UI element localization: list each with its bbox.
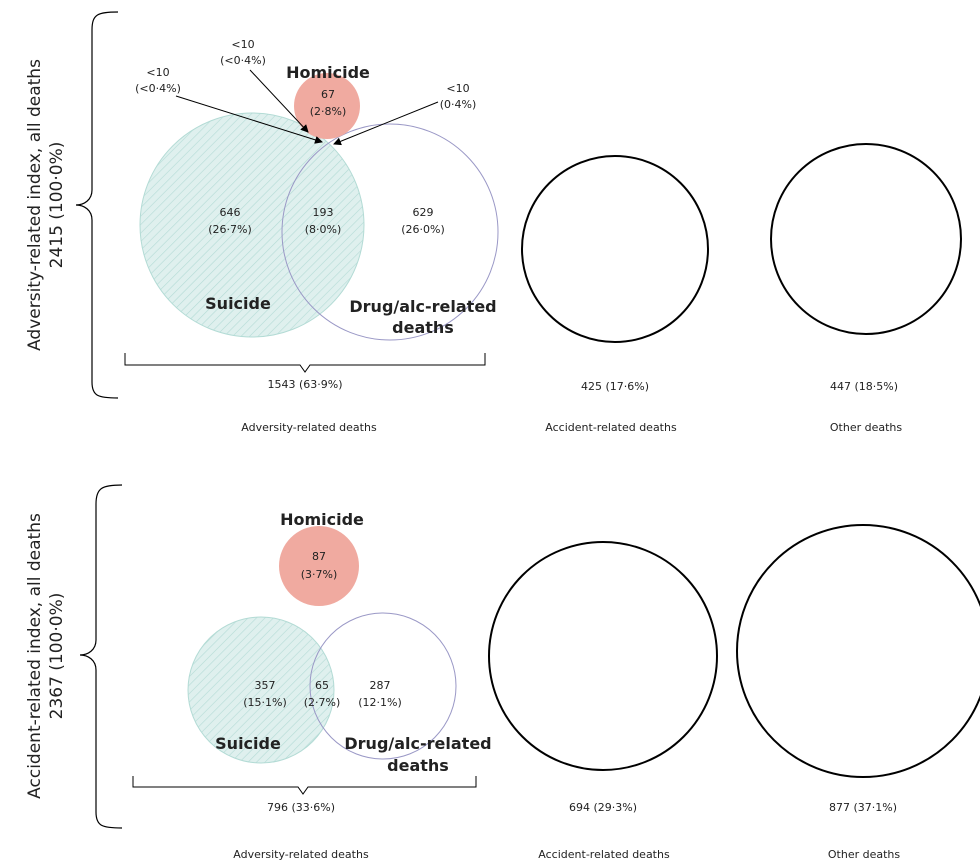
panel1-other-total: 447 (18·5%) — [830, 380, 898, 393]
panel2-drug-circle — [309, 612, 457, 760]
panel1-bottom-brace — [124, 353, 486, 373]
panel2-side-label-line1: Accident-related index, all deaths — [25, 513, 45, 799]
panel2-side-brace — [79, 484, 123, 829]
panel2-suicide-value: 357 — [255, 679, 276, 692]
panel-adversity-index: Adversity-related index, all deaths 2415… — [25, 11, 962, 434]
panel2-side-label-line2: 2367 (100·0%) — [47, 593, 67, 720]
panel2-homicide-pct: (3·7%) — [301, 568, 338, 581]
panel1-drug-title-line2: deaths — [392, 318, 454, 337]
panel1-drug-value: 629 — [413, 206, 434, 219]
panel2-suicide-title: Suicide — [215, 734, 281, 753]
panel1-adversity-total: 1543 (63·9%) — [267, 378, 342, 391]
panel1-overlap-value: 193 — [313, 206, 334, 219]
panel2-drug-title-line1: Drug/alc-related — [344, 734, 491, 753]
panel1-small-top-value: <10 — [231, 38, 254, 51]
panel2-accident-total: 694 (29·3%) — [569, 801, 637, 814]
panel1-small-right-pct: (0·4%) — [440, 98, 477, 111]
panel2-homicide-title: Homicide — [280, 510, 364, 529]
panel2-homicide-circle — [279, 526, 359, 606]
panel1-suicide-title: Suicide — [205, 294, 271, 313]
panel1-other-circle — [770, 143, 962, 335]
panel1-adversity-caption: Adversity-related deaths — [241, 421, 377, 434]
panel1-homicide-title: Homicide — [286, 63, 370, 82]
panel1-other-caption: Other deaths — [830, 421, 903, 434]
panel2-other-caption: Other deaths — [828, 848, 901, 861]
panel2-suicide-pct: (15·1%) — [243, 696, 287, 709]
panel1-drug-pct: (26·0%) — [401, 223, 445, 236]
panel1-homicide-pct: (2·8%) — [310, 105, 347, 118]
panel1-arrow-right — [333, 101, 439, 146]
panel2-homicide-value: 87 — [312, 550, 326, 563]
panel2-drug-pct: (12·1%) — [358, 696, 402, 709]
panel1-small-left-value: <10 — [146, 66, 169, 79]
panel2-overlap-value: 65 — [315, 679, 329, 692]
panel1-accident-caption: Accident-related deaths — [545, 421, 677, 434]
panel1-arrow-left — [175, 95, 323, 144]
panel2-other-circle — [736, 524, 980, 778]
panel2-drug-value: 287 — [370, 679, 391, 692]
panel1-side-label-line1: Adversity-related index, all deaths — [25, 59, 45, 351]
panel1-drug-title-line1: Drug/alc-related — [349, 297, 496, 316]
panel1-small-left-pct: (<0·4%) — [135, 82, 181, 95]
panel1-accident-circle — [521, 155, 709, 343]
panel2-overlap-pct: (2·7%) — [304, 696, 341, 709]
panel2-drug-title-line2: deaths — [387, 756, 449, 775]
panel2-other-total: 877 (37·1%) — [829, 801, 897, 814]
panel1-small-right-value: <10 — [446, 82, 469, 95]
panel2-suicide-circle — [187, 616, 335, 764]
panel1-drug-circle — [281, 123, 499, 341]
panel2-adversity-caption: Adversity-related deaths — [233, 848, 369, 861]
panel1-homicide-circle — [294, 73, 360, 139]
panel2-bottom-brace — [132, 776, 477, 795]
panel1-side-label-line2: 2415 (100·0%) — [47, 142, 67, 269]
panel2-adversity-total: 796 (33·6%) — [267, 801, 335, 814]
panel1-small-top-pct: (<0·4%) — [220, 54, 266, 67]
panel2-accident-circle — [488, 541, 718, 771]
panel1-arrow-top — [249, 69, 309, 133]
panel1-accident-total: 425 (17·6%) — [581, 380, 649, 393]
panel1-homicide-value: 67 — [321, 88, 335, 101]
panel1-suicide-circle — [139, 112, 365, 338]
panel1-suicide-value: 646 — [220, 206, 241, 219]
panel1-side-brace — [75, 11, 119, 399]
panel2-accident-caption: Accident-related deaths — [538, 848, 670, 861]
panel-accident-index: Accident-related index, all deaths 2367 … — [25, 484, 980, 861]
panel1-overlap-pct: (8·0%) — [305, 223, 342, 236]
panel1-suicide-pct: (26·7%) — [208, 223, 252, 236]
